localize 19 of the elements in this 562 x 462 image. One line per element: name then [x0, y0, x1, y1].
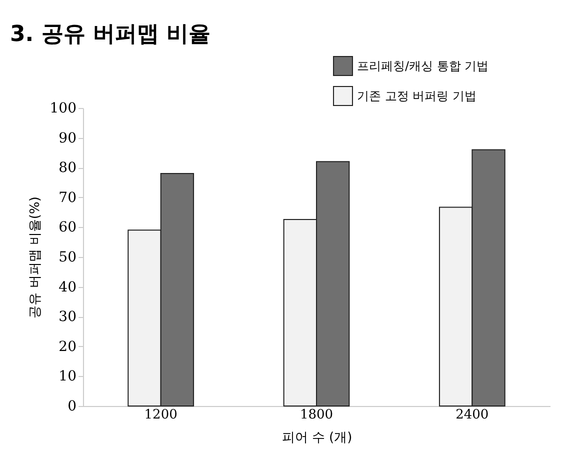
- legend-label: 기존 고정 버퍼링 기법: [357, 89, 476, 103]
- y-axis-title: 공유 버퍼맵 비율(%): [28, 196, 43, 318]
- y-tick-label: 30: [58, 309, 76, 326]
- x-tick-label: 1800: [300, 408, 334, 422]
- y-tick-label: 10: [58, 368, 76, 385]
- y-tick-label: 70: [58, 190, 76, 206]
- y-tick-label: 80: [58, 160, 76, 176]
- x-tick-label: 1200: [144, 408, 178, 422]
- y-tick-label: 40: [58, 279, 76, 296]
- x-axis-title: 피어 수 (개): [282, 430, 352, 446]
- y-tick-label: 100: [50, 100, 76, 116]
- y-tick-label: 60: [58, 220, 76, 236]
- y-tick-label: 50: [58, 250, 76, 266]
- y-tick-label: 20: [58, 338, 76, 355]
- y-tick-label: 90: [58, 130, 76, 146]
- legend-label: 프리페칭/캐싱 통합 기법: [357, 59, 489, 73]
- y-tick-label: 0: [68, 398, 76, 414]
- x-tick-label: 2400: [456, 408, 489, 422]
- chart-title: 3. 공유 버퍼맵 비율: [10, 22, 211, 47]
